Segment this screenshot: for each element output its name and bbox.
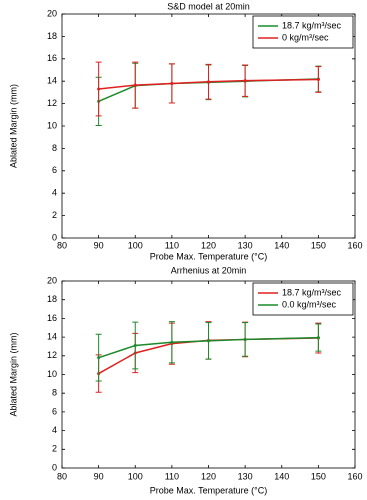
x-tick-label: 100 bbox=[128, 471, 143, 481]
y-tick-label: 14 bbox=[47, 331, 57, 341]
y-tick-label: 4 bbox=[52, 188, 57, 198]
legend-label: 18.7 kg/m³/sec bbox=[282, 287, 342, 297]
y-tick-label: 10 bbox=[47, 120, 57, 130]
y-tick-label: 16 bbox=[47, 313, 57, 323]
y-axis-label: Ablated Margin (mm) bbox=[8, 84, 18, 168]
x-tick-label: 120 bbox=[201, 240, 216, 250]
point bbox=[316, 78, 320, 82]
y-tick-label: 0 bbox=[52, 232, 57, 242]
x-tick-label: 80 bbox=[57, 240, 67, 250]
y-tick-label: 6 bbox=[52, 165, 57, 175]
y-tick-label: 18 bbox=[47, 294, 57, 304]
point bbox=[97, 356, 101, 360]
point bbox=[170, 340, 174, 344]
x-tick-label: 110 bbox=[165, 240, 179, 250]
x-tick-label: 90 bbox=[94, 240, 104, 250]
chart-title: S&D model at 20min bbox=[167, 1, 250, 11]
point bbox=[243, 337, 247, 341]
y-tick-label: 12 bbox=[47, 98, 57, 108]
x-tick-label: 150 bbox=[311, 240, 326, 250]
x-axis-label: Probe Max. Temperature (°C) bbox=[150, 485, 267, 495]
x-tick-label: 130 bbox=[238, 240, 253, 250]
y-tick-label: 0 bbox=[52, 462, 57, 472]
series-line bbox=[98, 336, 319, 359]
point bbox=[316, 336, 320, 340]
x-tick-label: 160 bbox=[347, 471, 362, 481]
legend-box bbox=[252, 15, 354, 49]
x-axis-label: Probe Max. Temperature (°C) bbox=[150, 251, 267, 261]
y-tick-label: 20 bbox=[47, 8, 57, 18]
y-tick-label: 8 bbox=[52, 143, 57, 153]
point bbox=[207, 339, 210, 343]
y-axis-label: Ablated Margin (mm) bbox=[8, 332, 18, 416]
chart-title: Arrhenius at 20min bbox=[171, 265, 247, 275]
y-tick-label: 2 bbox=[52, 444, 57, 454]
point bbox=[133, 83, 137, 87]
x-tick-label: 90 bbox=[94, 471, 104, 481]
y-tick-label: 14 bbox=[47, 76, 57, 86]
legend-box bbox=[252, 282, 354, 316]
x-tick-label: 100 bbox=[128, 240, 143, 250]
point bbox=[243, 79, 247, 83]
point bbox=[207, 80, 210, 84]
y-tick-label: 4 bbox=[52, 425, 57, 435]
x-tick-label: 150 bbox=[311, 471, 326, 481]
x-tick-label: 120 bbox=[201, 471, 216, 481]
legend-label: 0 kg/m³/sec bbox=[282, 32, 329, 42]
plot-area bbox=[61, 13, 356, 239]
x-tick-label: 140 bbox=[274, 240, 289, 250]
series-line bbox=[98, 78, 319, 90]
legend-label: 18.7 kg/m³/sec bbox=[282, 20, 342, 30]
y-tick-label: 16 bbox=[47, 53, 57, 63]
y-tick-label: 8 bbox=[52, 388, 57, 398]
y-tick-label: 12 bbox=[47, 350, 57, 360]
legend-label: 0.0 kg/m³/sec bbox=[282, 299, 337, 309]
x-tick-label: 110 bbox=[165, 471, 179, 481]
point bbox=[170, 81, 174, 85]
y-tick-label: 6 bbox=[52, 406, 57, 416]
y-tick-label: 10 bbox=[47, 369, 57, 379]
x-tick-label: 140 bbox=[274, 471, 289, 481]
point bbox=[97, 87, 101, 91]
point bbox=[133, 344, 137, 348]
x-tick-label: 160 bbox=[347, 240, 362, 250]
y-tick-label: 20 bbox=[47, 275, 57, 285]
y-tick-label: 2 bbox=[52, 210, 57, 220]
x-tick-label: 130 bbox=[238, 471, 253, 481]
y-tick-label: 18 bbox=[47, 31, 57, 41]
x-tick-label: 80 bbox=[57, 471, 67, 481]
